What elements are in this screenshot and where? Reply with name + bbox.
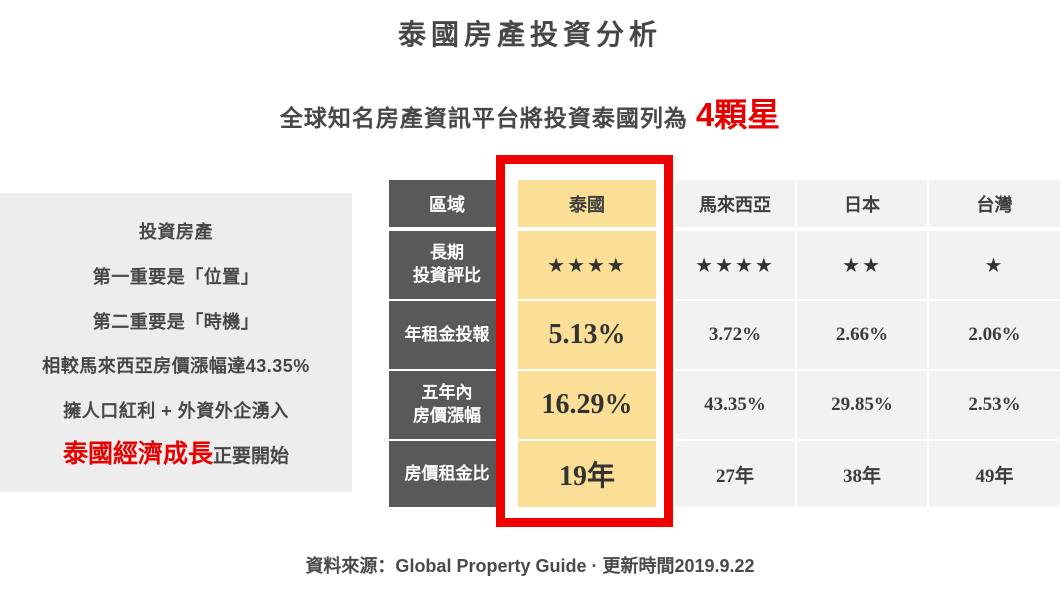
info-line-timing: 第二重要是「時機」 [92, 311, 260, 332]
japan-5yr-price-growth: 29.85% [797, 371, 927, 439]
malaysia-rental-yield: 3.72% [675, 301, 795, 369]
info-line-location: 第一重要是「位置」 [92, 266, 260, 287]
japan-rental-yield: 2.66% [797, 301, 927, 369]
thailand-5yr-price-growth: 16.29% [518, 371, 656, 439]
malaysia-rating-stars: ★★★★ [675, 231, 795, 299]
taiwan-rental-yield: 2.06% [929, 301, 1060, 369]
taiwan-rating-stars: ★ [929, 231, 1060, 299]
conclusion-rest: 正要開始 [213, 446, 290, 468]
info-conclusion: 泰國經濟成長正要開始 [63, 442, 289, 467]
row-label-rental-yield: 年租金投報 [389, 301, 505, 369]
thailand-rental-yield: 5.13% [518, 301, 656, 369]
info-line-demographic-dividend: 擁人口紅利 + 外資外企湧入 [63, 401, 289, 422]
column-header-japan: 日本 [797, 180, 927, 227]
row-label-long-term-rating: 長期 投資評比 [389, 231, 505, 299]
subtitle-rating-highlight: 4顆星 [695, 96, 781, 133]
malaysia-5yr-price-growth: 43.35% [675, 371, 795, 439]
info-panel: 投資房產 第一重要是「位置」 第二重要是「時機」 相較馬來西亞房價漲幅達43.3… [0, 193, 352, 492]
info-line-malaysia-growth: 相較馬來西亞房價漲幅達43.35% [42, 356, 310, 377]
malaysia-price-to-rent: 27年 [675, 441, 795, 507]
column-header-taiwan: 台灣 [929, 180, 1060, 227]
conclusion-highlight: 泰國經濟成長 [62, 440, 213, 469]
taiwan-price-to-rent: 49年 [929, 441, 1060, 507]
corner-header-region: 區域 [389, 180, 505, 227]
column-header-malaysia: 馬來西亞 [675, 180, 795, 227]
subtitle-text: 全球知名房產資訊平台將投資泰國列為 [279, 105, 688, 131]
column-header-thailand: 泰國 [518, 180, 656, 227]
taiwan-5yr-price-growth: 2.53% [929, 371, 1060, 439]
japan-price-to-rent: 38年 [797, 441, 927, 507]
thailand-rating-stars: ★★★★ [518, 231, 656, 299]
source-note: 資料來源：Global Property Guide · 更新時間2019.9.… [305, 556, 755, 576]
row-label-5yr-price-growth: 五年內 房價漲幅 [389, 371, 505, 439]
info-line-invest-property: 投資房產 [139, 221, 213, 242]
page-title: 泰國房產投資分析 [397, 19, 662, 50]
thailand-price-to-rent: 19年 [518, 441, 656, 507]
japan-rating-stars: ★★ [797, 231, 927, 299]
row-label-price-to-rent: 房價租金比 [389, 441, 505, 507]
subtitle: 全球知名房產資訊平台將投資泰國列為 4顆星 [0, 88, 1060, 136]
comparison-table: 區域 長期 投資評比 年租金投報 五年內 房價漲幅 房價租金比 泰國 ★★★★ … [389, 180, 1060, 507]
